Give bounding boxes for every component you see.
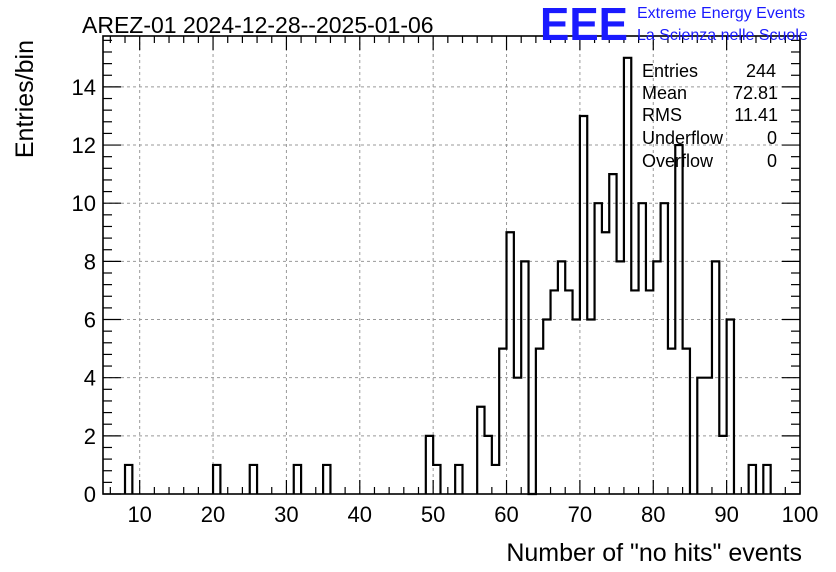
x-tick-labels: 10 20 30 40 50 60 70 80 90 100 (127, 502, 818, 527)
y-tick-label: 6 (84, 308, 96, 333)
axis-ticks (103, 36, 801, 495)
histogram-outline (123, 56, 772, 496)
x-tick-label: 80 (641, 502, 665, 527)
x-tick-label: 10 (127, 502, 151, 527)
x-tick-label: 30 (274, 502, 298, 527)
y-tick-label: 10 (72, 191, 96, 216)
stats-value-mean: 72.81 (733, 83, 778, 103)
plot-frame (102, 35, 801, 495)
logo-line2: La Scienza nelle Scuole (637, 27, 808, 44)
y-tick-label: 12 (72, 133, 96, 158)
logo-letters: EEE (540, 0, 628, 50)
stats-value-entries: 244 (746, 61, 776, 81)
grid-lines (103, 36, 800, 494)
x-tick-label: 70 (568, 502, 592, 527)
stats-value-rms: 11.41 (734, 105, 778, 125)
x-tick-label: 40 (348, 502, 372, 527)
x-axis-label: Number of "no hits" events (506, 539, 802, 567)
y-axis-label: Entries/bin (11, 40, 39, 158)
x-tick-label: 100 (782, 502, 819, 527)
x-tick-label: 20 (201, 502, 225, 527)
x-tick-label: 90 (714, 502, 738, 527)
y-tick-label: 8 (84, 249, 96, 274)
stats-box: Entries 244 Mean 72.81 RMS 11.41 Underfl… (642, 61, 778, 171)
y-tick-label: 14 (72, 75, 96, 100)
logo-line1: Extreme Energy Events (637, 5, 805, 22)
y-tick-label: 4 (84, 366, 96, 391)
x-tick-label: 50 (421, 502, 445, 527)
chart-title: AREZ-01 2024-12-28--2025-01-06 (82, 12, 434, 38)
stats-label-entries: Entries (642, 61, 698, 81)
y-tick-labels: 0 2 4 6 8 10 12 14 (72, 75, 96, 507)
x-tick-label: 60 (494, 502, 518, 527)
stats-label-mean: Mean (642, 83, 687, 103)
stats-value-underflow: 0 (767, 128, 777, 148)
stats-label-rms: RMS (642, 105, 682, 125)
y-tick-label: 0 (84, 482, 96, 507)
stats-value-overflow: 0 (767, 151, 777, 171)
stats-label-underflow: Underflow (642, 128, 724, 148)
y-tick-label: 2 (84, 424, 96, 449)
eee-logo: EEE Extreme Energy Events La Scienza nel… (540, 0, 808, 50)
stats-label-overflow: Overflow (642, 151, 714, 171)
